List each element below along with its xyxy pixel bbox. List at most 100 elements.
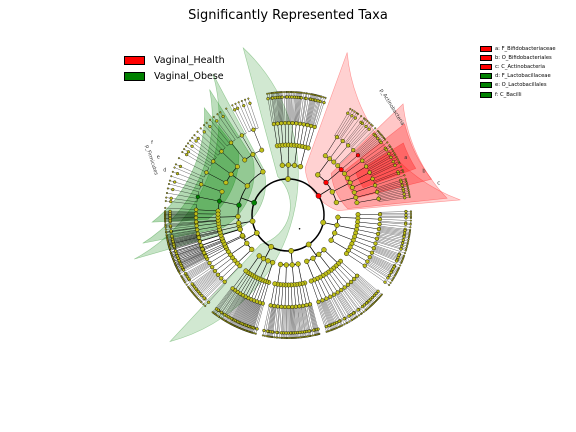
branch-line [354, 236, 376, 244]
leaf-line [172, 176, 201, 187]
branch-line [332, 182, 351, 193]
genus-node [219, 310, 224, 315]
species-node [273, 336, 276, 339]
genus-node [401, 238, 405, 242]
species-node [322, 96, 325, 99]
species-node [165, 196, 168, 199]
family-node [367, 255, 372, 260]
branch-line [316, 278, 327, 299]
family-node [194, 207, 199, 212]
genus-node [402, 235, 406, 239]
genus-node [401, 189, 406, 193]
legend-swatch [124, 71, 145, 81]
leaf-line [190, 141, 215, 160]
genus-node [299, 96, 304, 100]
species-node [405, 181, 408, 184]
branch-line [312, 258, 324, 276]
genus-node [208, 124, 212, 129]
species-node [189, 139, 192, 142]
family-node [328, 294, 333, 299]
family-node [275, 121, 280, 126]
branch-line [250, 279, 261, 300]
leaf-line [377, 237, 407, 246]
family-node [301, 122, 306, 127]
family-node [212, 268, 218, 274]
family-node [377, 222, 382, 227]
branch-line [237, 249, 252, 264]
genus-node [266, 97, 270, 101]
species-node [268, 92, 271, 95]
class-node [270, 259, 276, 266]
genus-node [379, 140, 383, 145]
family-node [194, 219, 199, 224]
clade-legend-b: b: O_Bifidobacteriales [480, 53, 556, 62]
branch-line [284, 284, 286, 307]
branch-line [313, 279, 323, 301]
species-node [265, 335, 268, 338]
genus-node [262, 328, 266, 333]
leaf-line [376, 240, 406, 250]
species-node [397, 160, 400, 163]
label-e: e [157, 155, 160, 161]
label-f: f [151, 140, 153, 146]
branch-line [348, 250, 368, 262]
species-node [170, 175, 173, 178]
class-node [310, 255, 316, 261]
branch-line [230, 142, 245, 161]
legend-entry-vaginal-health: Vaginal_Health [124, 52, 225, 68]
branch-line [341, 155, 359, 170]
leaf-line [226, 109, 242, 136]
species-node [395, 156, 398, 159]
species-node [384, 138, 387, 141]
family-node [228, 140, 234, 145]
order-node [342, 171, 347, 177]
family-node [222, 279, 227, 284]
branch-line [330, 240, 349, 251]
leaf-line [338, 292, 355, 318]
branch-line [201, 237, 222, 246]
species-node [211, 311, 214, 314]
family-node [375, 231, 381, 237]
family-node [335, 290, 340, 295]
species-node [362, 310, 365, 313]
branch-line [333, 267, 349, 285]
species-node [370, 123, 373, 126]
species-node [303, 92, 306, 95]
species-node [400, 262, 403, 265]
species-node [168, 179, 171, 182]
leaf-line [348, 284, 369, 308]
branch-line [325, 169, 342, 183]
species-node [394, 273, 397, 276]
genus-node [383, 280, 387, 284]
clade-legend-d: d: F_Lactobacillaceae [480, 72, 556, 81]
genus-node [178, 164, 183, 169]
species-node [376, 129, 379, 132]
order-node [347, 180, 353, 186]
genus-node [401, 241, 405, 245]
clade-shade-b [342, 123, 433, 199]
branch-line [310, 280, 319, 302]
branch-line [207, 248, 227, 260]
family-node [286, 304, 291, 310]
class-arc [330, 217, 339, 241]
species-node [324, 96, 327, 99]
genus-node [255, 327, 259, 331]
branch-line [196, 209, 219, 212]
class-node [260, 169, 266, 175]
leaf-line [314, 98, 324, 127]
root-dot [298, 227, 301, 230]
species-node [371, 124, 374, 127]
genus-node [356, 308, 360, 312]
genus-node [174, 249, 178, 253]
phylum-node [285, 176, 291, 182]
order-node [272, 281, 278, 287]
leaf-line [347, 121, 367, 145]
branch-line [248, 278, 259, 299]
leaf-line [326, 298, 340, 326]
genus-node [265, 329, 270, 333]
branch-line [237, 273, 250, 293]
genus-node [169, 199, 173, 204]
clade-legend: a: F_Bifidobacteriaceae b: O_Bifidobacte… [480, 44, 556, 99]
genus-node [168, 209, 172, 213]
family-node [376, 226, 382, 232]
